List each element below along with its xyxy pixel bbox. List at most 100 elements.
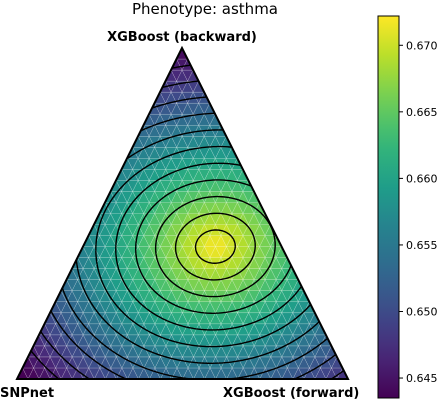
- contour-line: [135, 179, 292, 314]
- mesh-cell: [226, 279, 238, 291]
- mesh-cell: [308, 334, 321, 347]
- mesh-cell: [137, 257, 150, 269]
- mesh-cell: [297, 334, 310, 347]
- mesh-cell: [115, 279, 128, 291]
- mesh-cell: [55, 356, 68, 369]
- mesh-cell: [148, 257, 161, 269]
- vertex-label-top: XGBoost (backward): [107, 30, 257, 45]
- colorbar: 0.645 0.650 0.655 0.660 0.665 0.670: [377, 15, 438, 399]
- mesh-cell: [126, 257, 139, 269]
- mesh-cell: [159, 279, 172, 291]
- colorbar-tick-label: 0.645: [406, 372, 438, 385]
- mesh-cell: [248, 257, 260, 269]
- mesh-cell: [297, 312, 310, 325]
- mesh-cell: [115, 257, 128, 269]
- mesh-cell: [104, 257, 117, 269]
- contour-line: [75, 129, 320, 364]
- colorbar-tick-label: 0.650: [406, 305, 438, 318]
- mesh-cell: [93, 279, 106, 291]
- mesh-cell: [264, 356, 277, 369]
- mesh-cell: [55, 334, 68, 347]
- mesh-cell: [264, 312, 277, 325]
- mesh-cell: [88, 334, 101, 347]
- mesh-cell: [143, 356, 156, 369]
- mesh-cell: [159, 257, 172, 269]
- mesh-cell: [110, 334, 123, 347]
- mesh-cell: [176, 312, 189, 325]
- mesh-cell: [55, 312, 67, 325]
- mesh-cell: [82, 257, 95, 269]
- mesh-cell: [165, 356, 178, 369]
- mesh-cell: [281, 279, 294, 291]
- mesh-cell: [165, 157, 178, 170]
- mesh-cell: [209, 312, 222, 325]
- colorbar-tick-label: 0.665: [406, 106, 438, 119]
- colorbar-tick-label: 0.670: [406, 39, 438, 52]
- mesh-cell: [132, 312, 145, 325]
- mesh-cell: [181, 279, 194, 291]
- mesh-cell: [66, 312, 79, 325]
- mesh-cell: [132, 356, 145, 369]
- vertex-label-left: SNPnet: [0, 386, 54, 400]
- mesh-cell: [104, 279, 117, 291]
- mesh-cell: [143, 334, 156, 347]
- mesh-cell: [44, 356, 57, 369]
- mesh-cell: [259, 279, 272, 291]
- mesh-cell: [126, 212, 139, 225]
- mesh-cell: [154, 334, 167, 347]
- mesh-cell: [154, 157, 167, 170]
- mesh-cell: [253, 356, 266, 369]
- mesh-cell: [270, 257, 283, 269]
- mesh-cell: [143, 312, 156, 325]
- mesh-cell: [204, 279, 216, 291]
- mesh-cell: [242, 356, 255, 369]
- mesh-cell: [231, 312, 244, 325]
- chart-title: Phenotype: asthma: [132, 0, 278, 18]
- contour-lines: [30, 64, 345, 380]
- mesh-cell: [110, 356, 123, 369]
- mesh-cell: [154, 356, 167, 369]
- mesh-cell: [264, 334, 277, 347]
- mesh-cell: [237, 257, 249, 269]
- mesh-cell: [275, 312, 288, 325]
- mesh-cell: [110, 312, 123, 325]
- ternary-plot: [15, 45, 350, 380]
- mesh-cell: [215, 279, 227, 291]
- mesh-cell: [220, 312, 233, 325]
- mesh-cell: [132, 157, 144, 170]
- mesh-cell: [82, 279, 95, 291]
- mesh-cell: [137, 279, 150, 291]
- mesh-cell: [259, 257, 272, 269]
- mesh-cell: [275, 334, 288, 347]
- mesh-cell: [192, 257, 205, 269]
- contour-line: [95, 145, 312, 348]
- mesh-cell: [66, 356, 79, 369]
- mesh-cell: [71, 279, 84, 291]
- mesh-cell: [88, 312, 101, 325]
- contour-line: [194, 229, 237, 264]
- colorbar-tick-label: 0.660: [406, 172, 438, 185]
- mesh-cell: [231, 356, 244, 369]
- mesh-cell: [176, 356, 189, 369]
- mesh-cell: [187, 312, 200, 325]
- mesh-cell: [226, 257, 238, 269]
- mesh-cell: [126, 279, 139, 291]
- mesh-cell: [253, 334, 266, 347]
- mesh-cell: [192, 279, 205, 291]
- contour-line: [61, 112, 329, 380]
- mesh-cell: [77, 334, 90, 347]
- contour-line: [154, 195, 276, 298]
- mesh-cells: [16, 47, 349, 380]
- contour-line: [115, 162, 303, 331]
- mesh-cell: [297, 356, 310, 369]
- colorbar-tick-label: 0.655: [406, 239, 438, 252]
- vertex-label-right: XGBoost (forward): [223, 386, 359, 400]
- mesh-cell: [121, 356, 134, 369]
- triangle-border: [15, 45, 350, 380]
- mesh-cell: [181, 257, 194, 269]
- colorbar-gradient: [377, 15, 400, 399]
- mesh-cell: [198, 312, 211, 325]
- contour-line: [174, 212, 256, 281]
- contour-line: [50, 96, 337, 380]
